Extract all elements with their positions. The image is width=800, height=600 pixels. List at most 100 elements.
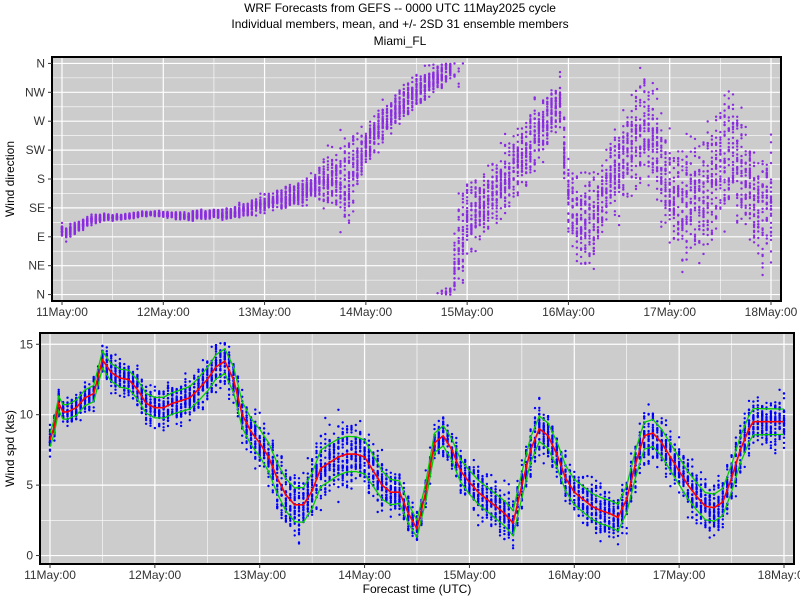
direction-point: [390, 114, 393, 118]
direction-point: [343, 178, 346, 182]
direction-point: [702, 143, 705, 146]
direction-point: [453, 73, 456, 76]
direction-point: [537, 127, 541, 130]
direction-point: [284, 193, 287, 196]
direction-point: [550, 111, 553, 114]
direction-point: [461, 245, 465, 248]
direction-point: [465, 196, 469, 199]
direction-point: [503, 203, 507, 206]
direction-point: [605, 168, 608, 172]
direction-point: [69, 225, 72, 228]
direction-point: [579, 255, 583, 259]
direction-point: [563, 172, 566, 175]
direction-point: [719, 138, 722, 141]
direction-point: [482, 195, 486, 198]
direction-point: [453, 284, 456, 287]
direction-point: [284, 187, 287, 190]
direction-point: [630, 155, 633, 159]
direction-point: [352, 178, 355, 181]
direction-point: [596, 209, 600, 213]
direction-point: [525, 181, 528, 184]
direction-point: [428, 73, 431, 76]
direction-point: [655, 97, 659, 101]
direction-point: [271, 201, 275, 205]
direction-point: [643, 123, 646, 127]
direction-point: [453, 257, 456, 260]
direction-point: [706, 211, 709, 214]
direction-point: [655, 122, 659, 125]
direction-point: [512, 169, 515, 173]
direction-point: [373, 115, 376, 118]
direction-point: [288, 183, 292, 187]
direction-point: [428, 76, 431, 79]
direction-point: [651, 148, 654, 151]
direction-point: [689, 162, 692, 165]
direction-point: [352, 201, 355, 204]
direction-point: [465, 202, 469, 205]
direction-point: [276, 205, 279, 209]
direction-point: [390, 126, 393, 130]
direction-point: [685, 184, 688, 188]
direction-point: [440, 85, 443, 89]
direction-point: [98, 214, 102, 217]
direction-point: [710, 178, 714, 182]
direction-point: [347, 152, 351, 155]
direction-point: [453, 277, 456, 280]
direction-point: [664, 186, 667, 189]
direction-point: [470, 214, 473, 217]
direction-point: [238, 215, 241, 219]
direction-point: [474, 208, 477, 211]
direction-point: [487, 202, 490, 205]
direction-point: [677, 205, 680, 209]
direction-point: [440, 77, 443, 81]
direction-point: [343, 157, 346, 160]
direction-point: [689, 182, 692, 185]
direction-point: [647, 127, 650, 130]
direction-point: [330, 166, 334, 170]
direction-point: [563, 151, 566, 154]
direction-point: [529, 122, 532, 125]
direction-point: [626, 162, 629, 165]
direction-point: [571, 224, 574, 227]
direction-point: [639, 181, 642, 185]
direction-point: [596, 234, 600, 238]
direction-point: [617, 223, 621, 227]
direction-point: [364, 153, 368, 157]
direction-point: [377, 112, 380, 116]
direction-point: [499, 171, 503, 174]
direction-point: [326, 180, 330, 184]
direction-point: [343, 206, 346, 209]
direction-point: [191, 211, 194, 215]
direction-point: [681, 258, 684, 261]
direction-point: [605, 190, 608, 193]
direction-point: [314, 189, 317, 192]
direction-point: [605, 159, 608, 162]
direction-point: [330, 179, 334, 183]
direction-point: [727, 138, 730, 141]
direction-point: [73, 221, 76, 224]
direction-point: [356, 162, 359, 166]
direction-point: [297, 192, 300, 196]
direction-point: [457, 249, 460, 252]
direction-point: [710, 238, 714, 241]
direction-point: [487, 190, 490, 193]
direction-point: [655, 160, 659, 163]
direction-point: [601, 194, 604, 197]
direction-point: [550, 119, 553, 123]
direction-point: [322, 198, 325, 201]
direction-point: [111, 218, 114, 221]
direction-point: [491, 204, 494, 207]
direction-point: [461, 192, 465, 195]
direction-point: [693, 172, 697, 175]
direction-point: [660, 112, 663, 115]
direction-point: [157, 213, 161, 216]
direction-point: [377, 109, 380, 112]
direction-point: [609, 190, 612, 193]
direction-point: [347, 145, 351, 149]
direction-point: [297, 202, 300, 206]
direction-point: [520, 174, 524, 177]
direction-point: [149, 214, 152, 217]
direction-point: [672, 157, 676, 160]
direction-point: [579, 262, 583, 265]
direction-point: [579, 248, 583, 252]
